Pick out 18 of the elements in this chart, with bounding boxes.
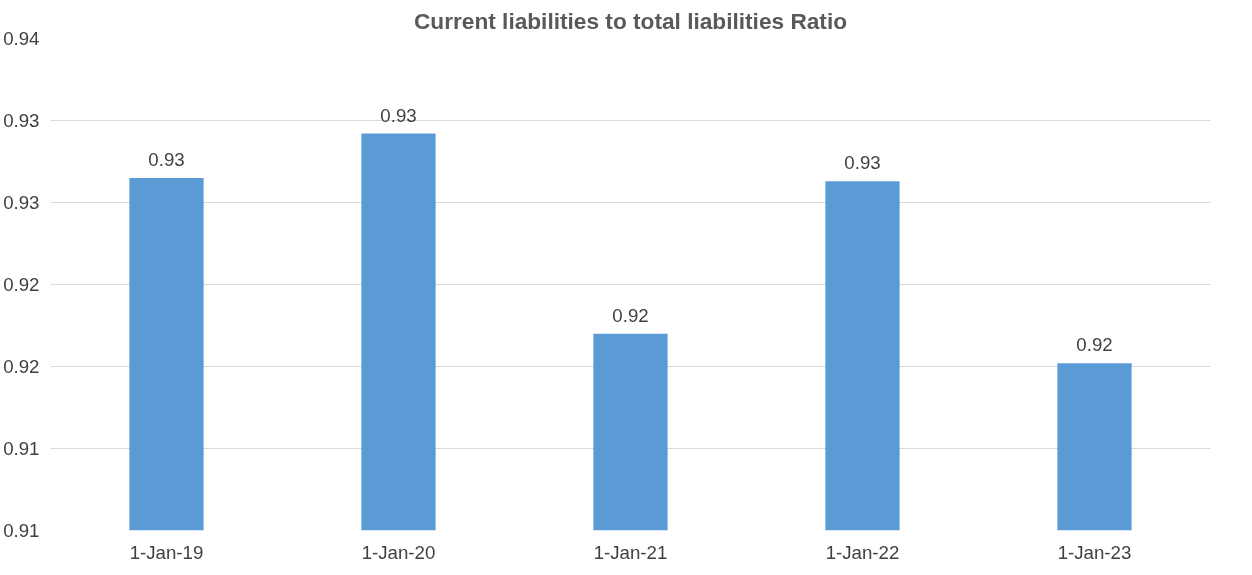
data-label: 0.93 [380, 104, 417, 126]
data-label: 0.93 [148, 148, 185, 170]
y-tick-label: 0.92 [3, 356, 40, 377]
data-label: 0.92 [612, 304, 649, 326]
x-tick-label: 1-Jan-21 [593, 541, 668, 563]
chart-title: Current liabilities to total liabilities Ratio [413, 7, 848, 34]
data-label: 0.93 [844, 152, 881, 174]
data-label: 0.92 [1076, 334, 1113, 356]
y-tick-label: 0.94 [3, 28, 40, 49]
y-tick-label: 0.91 [3, 438, 40, 459]
x-tick-label: 1-Jan-19 [129, 541, 204, 563]
y-tick-label: 0.93 [3, 110, 40, 131]
x-tick-label: 1-Jan-20 [361, 541, 436, 563]
x-tick-label: 1-Jan-23 [1057, 541, 1132, 563]
y-tick-label: 0.93 [3, 192, 40, 213]
x-tick-label: 1-Jan-22 [825, 541, 900, 563]
y-tick-label: 0.92 [3, 274, 40, 295]
y-tick-label: 0.91 [3, 520, 40, 541]
